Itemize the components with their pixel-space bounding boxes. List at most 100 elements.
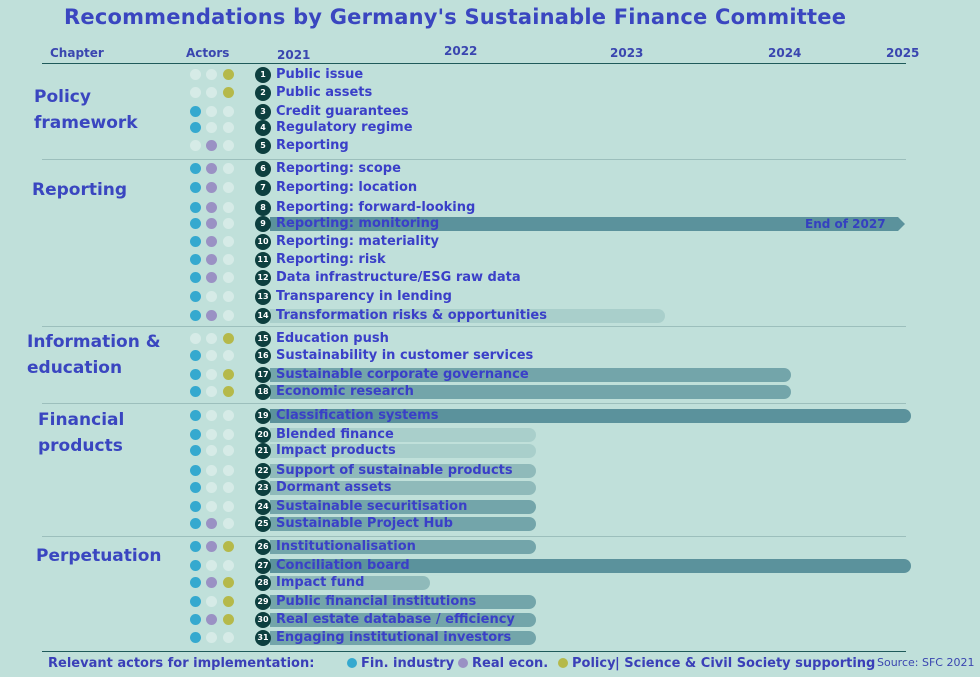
recommendation-row: 6 Reporting: scope xyxy=(0,160,980,178)
fin-industry-dot-icon xyxy=(190,122,201,133)
real-econ-dot-icon xyxy=(206,310,217,321)
item-number-badge: 2 xyxy=(255,85,271,101)
fin-industry-dot-icon xyxy=(190,236,201,247)
real-econ-dot-icon xyxy=(206,482,217,493)
recommendation-row: 31 Engaging institutional investors xyxy=(0,629,980,647)
chapter-financial-products: Financial products xyxy=(38,407,124,459)
recommendation-label: Reporting: materiality xyxy=(276,234,440,249)
recommendation-label: Classification systems xyxy=(276,408,439,423)
legend-label: Policy xyxy=(572,656,616,671)
policy-dot-icon xyxy=(223,501,234,512)
item-number-badge: 30 xyxy=(255,612,271,628)
column-header-chapter: Chapter xyxy=(50,46,104,60)
real-econ-dot-icon xyxy=(206,254,217,265)
chapter-line: Policy xyxy=(34,87,91,107)
item-number-badge: 14 xyxy=(255,308,271,324)
policy-dot-icon xyxy=(223,291,234,302)
timeline-bar xyxy=(270,409,911,423)
recommendation-row: 22 Support of sustainable products xyxy=(0,462,980,480)
policy-dot-icon xyxy=(223,560,234,571)
chapter-line: Reporting xyxy=(32,180,128,200)
policy-dot-icon xyxy=(223,182,234,193)
section-divider xyxy=(42,403,906,404)
fin-industry-dot-icon xyxy=(190,272,201,283)
policy-dot-icon xyxy=(223,106,234,117)
real-econ-dot-icon xyxy=(206,541,217,552)
recommendation-row: 11 Reporting: risk xyxy=(0,251,980,269)
item-number-badge: 21 xyxy=(255,443,271,459)
fin-industry-dot-icon xyxy=(190,182,201,193)
recommendation-label: Reporting: risk xyxy=(276,252,386,267)
timeline-bar xyxy=(270,385,791,399)
policy-dot-icon xyxy=(223,218,234,229)
timeline-bar xyxy=(270,428,536,442)
fin-industry-dot-icon xyxy=(190,69,201,80)
recommendation-row: 16 Sustainability in customer services xyxy=(0,347,980,365)
recommendation-label: Education push xyxy=(276,331,389,346)
fin-industry-dot-icon xyxy=(190,518,201,529)
fin-industry-dot-icon xyxy=(190,333,201,344)
item-number-badge: 25 xyxy=(255,516,271,532)
item-number-badge: 24 xyxy=(255,499,271,515)
item-number-badge: 16 xyxy=(255,348,271,364)
recommendation-row: 13 Transparency in lending xyxy=(0,288,980,306)
real-econ-dot-icon xyxy=(206,501,217,512)
recommendation-row: 26 Institutionalisation xyxy=(0,538,980,556)
arrow-right-icon xyxy=(898,217,905,231)
fin-industry-dot-icon xyxy=(190,577,201,588)
recommendation-label: Public issue xyxy=(276,67,364,82)
legend-item-fin-industry: Fin. industry xyxy=(347,656,454,671)
policy-dot-icon xyxy=(223,632,234,643)
fin-industry-dot-icon xyxy=(190,501,201,512)
recommendation-row: 7 Reporting: location xyxy=(0,179,980,197)
recommendation-row: 30 Real estate database / efficiency xyxy=(0,611,980,629)
fin-industry-dot-icon xyxy=(190,350,201,361)
legend-label: Real econ. xyxy=(472,656,549,671)
recommendation-label: Support of sustainable products xyxy=(276,463,513,478)
policy-dot-icon xyxy=(223,122,234,133)
chart-title: Recommendations by Germany's Sustainable… xyxy=(64,5,847,29)
recommendation-label: Reporting xyxy=(276,138,349,153)
item-number-badge: 3 xyxy=(255,104,271,120)
recommendation-label: Reporting: monitoring xyxy=(276,216,440,231)
policy-dot-icon xyxy=(223,369,234,380)
policy-dot-icon xyxy=(223,518,234,529)
recommendation-row: 24 Sustainable securitisation xyxy=(0,498,980,516)
section-divider xyxy=(42,536,906,537)
section-divider xyxy=(42,159,906,160)
chapter-line: products xyxy=(38,436,123,456)
item-number-badge: 19 xyxy=(255,408,271,424)
policy-dot-icon xyxy=(223,541,234,552)
timeline-bar xyxy=(270,500,536,514)
legend-suffix: | Science & Civil Society supporting xyxy=(615,656,876,671)
policy-dot-icon xyxy=(223,614,234,625)
item-number-badge: 5 xyxy=(255,138,271,154)
recommendation-row: 2 Public assets xyxy=(0,84,980,102)
fin-industry-dot-icon xyxy=(190,87,201,98)
real-econ-dot-icon xyxy=(206,429,217,440)
chapter-line: Information & xyxy=(27,332,161,352)
column-header-actors: Actors xyxy=(186,46,230,60)
real-econ-dot-icon xyxy=(206,386,217,397)
chapter-reporting: Reporting xyxy=(32,177,127,203)
recommendation-row: 15 Education push xyxy=(0,330,980,348)
timeline-bar xyxy=(270,444,536,458)
recommendation-row: 20 Blended finance xyxy=(0,426,980,444)
recommendation-label: Public financial institutions xyxy=(276,594,477,609)
policy-dot-icon xyxy=(223,465,234,476)
recommendation-row: End of 2027 9 Reporting: monitoring xyxy=(0,215,980,233)
recommendation-label: Dormant assets xyxy=(276,480,392,495)
item-number-badge: 23 xyxy=(255,480,271,496)
recommendation-label: Conciliation board xyxy=(276,558,410,573)
real-econ-dot-icon xyxy=(206,632,217,643)
real-econ-dot-icon xyxy=(206,410,217,421)
fin-industry-dot-icon xyxy=(190,482,201,493)
recommendation-row: 27 Conciliation board xyxy=(0,557,980,575)
legend-item-policy: Policy xyxy=(558,656,616,671)
recommendation-label: Institutionalisation xyxy=(276,539,416,554)
policy-dot-icon xyxy=(223,254,234,265)
recommendation-row: 8 Reporting: forward-looking xyxy=(0,199,980,217)
recommendation-label: Real estate database / efficiency xyxy=(276,612,515,627)
recommendation-row: 1 Public issue xyxy=(0,66,980,84)
recommendation-label: Sustainability in customer services xyxy=(276,348,534,363)
